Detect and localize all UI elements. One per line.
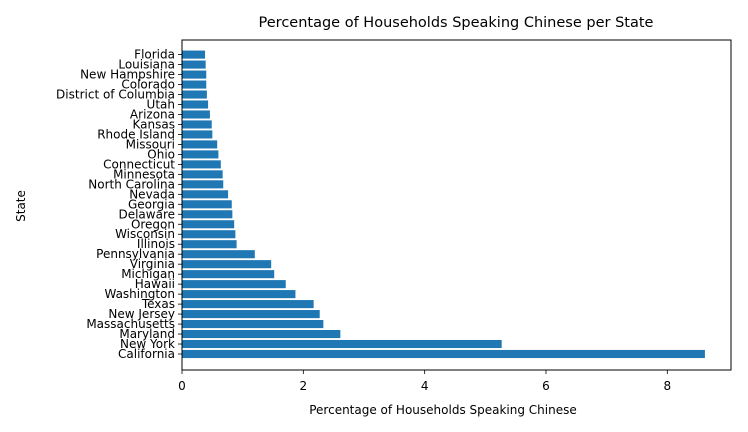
y-tick-label-pennsylvania: Pennsylvania [96,247,175,261]
bar-oregon [182,220,235,229]
y-tick-label-rhode-island: Rhode Island [97,127,175,141]
y-tick-label-california: California [118,347,175,361]
y-tick-label-virginia: Virginia [130,257,175,271]
y-tick-label-texas: Texas [141,297,175,311]
y-tick-label-michigan: Michigan [121,267,175,281]
y-tick-label-district-of-columbia: District of Columbia [56,88,175,102]
y-tick-label-nevada: Nevada [129,187,175,201]
bar-nevada [182,190,229,199]
y-tick-label-colorado: Colorado [121,78,175,92]
bar-michigan [182,270,275,279]
y-tick-label-connecticut: Connecticut [103,157,175,171]
bar-california [182,349,705,359]
bar-minnesota [182,170,223,179]
y-tick-label-massachusetts: Massachusetts [86,317,175,331]
bar-pennsylvania [182,250,255,259]
bar-texas [182,300,314,309]
y-tick-label-georgia: Georgia [128,197,175,211]
bar-hawaii [182,280,286,289]
bar-massachusetts [182,320,324,329]
y-axis-label: State [14,190,28,222]
bar-district-of-columbia [182,90,207,99]
y-tick-label-new-york: New York [120,337,175,351]
y-tick-label-new-jersey: New Jersey [108,307,175,321]
y-tick-label-illinois: Illinois [137,237,175,251]
y-tick-label-delaware: Delaware [118,207,175,221]
y-tick-label-arizona: Arizona [130,107,175,121]
y-tick-label-north-carolina: North Carolina [88,177,175,191]
bar-new-york [182,339,502,349]
bar-kansas [182,120,212,129]
y-tick-label-kansas: Kansas [133,117,175,131]
y-tick-label-new-hampshire: New Hampshire [80,68,175,82]
x-ticks-group: 0 2 4 6 8 [178,370,671,393]
y-tick-label-utah: Utah [147,98,175,112]
y-tick-label-oregon: Oregon [131,217,175,231]
y-tick-label-minnesota: Minnesota [113,167,175,181]
y-tick-label-ohio: Ohio [147,147,175,161]
y-tick-label-missouri: Missouri [126,137,175,151]
bar-colorado [182,80,207,89]
bar-rhode-island [182,130,213,139]
bars-group [182,50,705,359]
bar-missouri [182,140,218,149]
x-axis-label: Percentage of Households Speaking Chines… [309,403,577,417]
y-tick-label-maryland: Maryland [119,327,175,341]
x-tick-label-6: 6 [542,379,550,393]
bar-utah [182,100,209,109]
bar-new-hampshire [182,70,207,79]
bar-arizona [182,110,210,119]
bar-washington [182,290,296,299]
y-tick-label-wisconsin: Wisconsin [115,227,175,241]
chart-title: Percentage of Households Speaking Chines… [259,15,654,31]
y-tick-label-florida: Florida [134,48,175,62]
x-tick-label-0: 0 [178,379,186,393]
y-tick-label-louisiana: Louisiana [118,58,175,72]
bar-louisiana [182,60,206,69]
plot-frame [181,39,732,371]
bar-new-jersey [182,310,320,319]
y-tick-label-hawaii: Hawaii [135,277,175,291]
bar-connecticut [182,160,221,169]
bar-maryland [182,329,341,339]
bar-florida [182,50,206,59]
bar-georgia [182,200,232,209]
y-tick-label-washington: Washington [104,287,175,301]
x-tick-label-2: 2 [300,379,308,393]
bar-delaware [182,210,233,219]
bar-illinois [182,240,237,249]
bar-virginia [182,260,272,269]
bar-north-carolina [182,180,224,189]
bar-wisconsin [182,230,236,239]
bar-ohio [182,150,219,159]
x-tick-label-8: 8 [663,379,671,393]
x-tick-label-4: 4 [421,379,429,393]
